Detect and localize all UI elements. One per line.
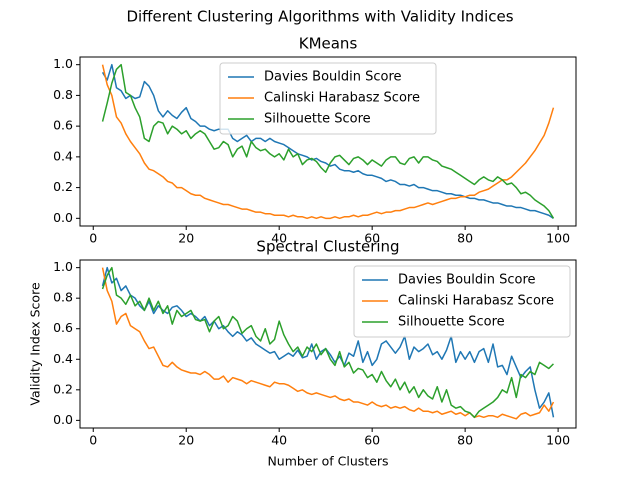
legend-box [353,265,571,338]
x-tick-label: 80 [457,433,473,448]
legend-box [219,62,437,135]
legend-label: Silhouette Score [398,315,505,330]
y-tick-label: 1.0 [53,56,73,71]
legend-label: Calinski Harabasz Score [264,91,420,106]
y-tick-label: 1.0 [53,259,73,274]
axes-title: KMeans [299,35,358,53]
legend-label: Calinski Harabasz Score [398,294,554,309]
x-tick-label: 100 [546,433,570,448]
y-tick-label: 0.2 [53,179,73,194]
axes-title: Spectral Clustering [256,238,399,256]
legend: Davies Bouldin Score Calinski Harabasz Sc… [353,265,571,338]
legend-label: Silhouette Score [264,112,371,127]
y-tick-label: 0.2 [53,381,73,396]
y-tick-label: 0.6 [53,320,73,335]
axes-frame [79,259,577,429]
y-tick-label: 0.0 [53,412,73,427]
x-tick-label: 80 [457,231,473,246]
legend-label: Davies Bouldin Score [264,70,402,85]
y-tick-label: 0.6 [53,118,73,133]
y-tick-label: 0.0 [53,210,73,225]
x-tick-label: 0 [89,433,97,448]
x-axis-label: Number of Clusters [267,454,388,469]
legend: Davies Bouldin Score Calinski Harabasz Sc… [219,62,437,135]
y-tick-label: 0.4 [53,351,73,366]
x-tick-label: 60 [364,231,380,246]
y-tick-label: 0.8 [53,87,73,102]
x-tick-label: 0 [89,231,97,246]
x-tick-label: 20 [178,433,194,448]
figure-title: Different Clustering Algorithms with Val… [126,8,513,26]
x-tick-label: 20 [178,231,194,246]
series-line [101,267,555,420]
series-line [101,266,555,418]
y-axis-label: Validity Index Score [28,282,43,406]
x-tick-label: 60 [364,433,380,448]
series-line [101,266,554,419]
series-line [101,63,554,219]
x-tick-label: 40 [271,433,287,448]
series-line [101,63,555,219]
axes-frame [79,56,577,227]
x-tick-label: 40 [271,231,287,246]
series-line [101,64,555,220]
legend-label: Davies Bouldin Score [398,273,536,288]
y-tick-label: 0.4 [53,148,73,163]
x-tick-label: 100 [546,231,570,246]
y-tick-label: 0.8 [53,290,73,305]
